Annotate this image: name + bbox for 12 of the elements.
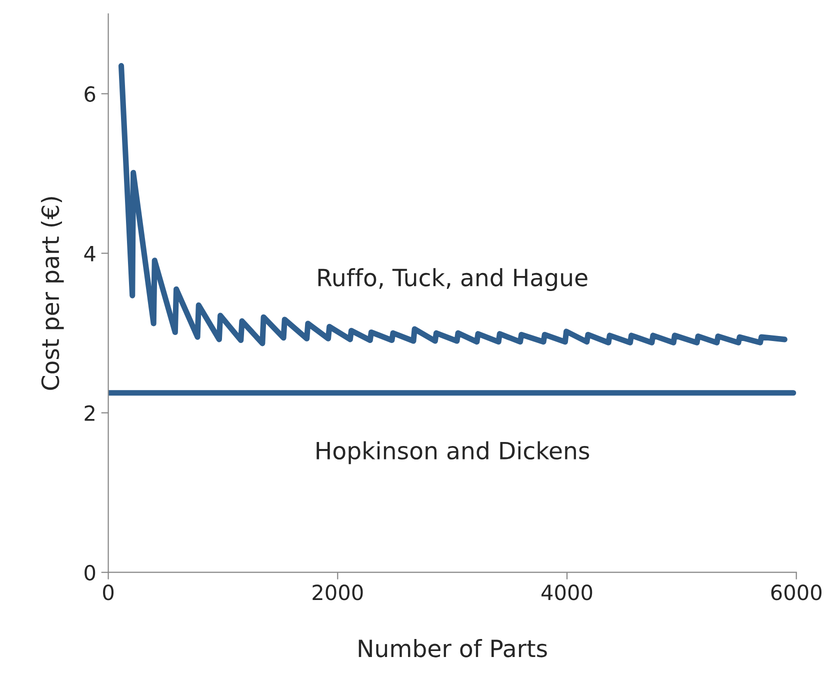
x-axis-title: Number of Parts (358, 639, 547, 658)
y-tick-label: 4 (84, 246, 96, 262)
x-tick-label: 2000 (312, 584, 363, 600)
y-tick-label: 2 (84, 405, 94, 421)
x-tick-label: 0 (103, 584, 114, 600)
x-tick-label: 4000 (542, 584, 592, 600)
text: Hopkinson and Dickens (316, 441, 590, 464)
series-label: Ruffo, Tuck, and Hague (318, 268, 588, 292)
y-tick-label: 0 (84, 564, 96, 581)
x-tick-label: 6000 (771, 584, 822, 600)
y-axis-title: Cost per part (€) (40, 197, 64, 390)
y-tick-label: 6 (84, 86, 96, 102)
